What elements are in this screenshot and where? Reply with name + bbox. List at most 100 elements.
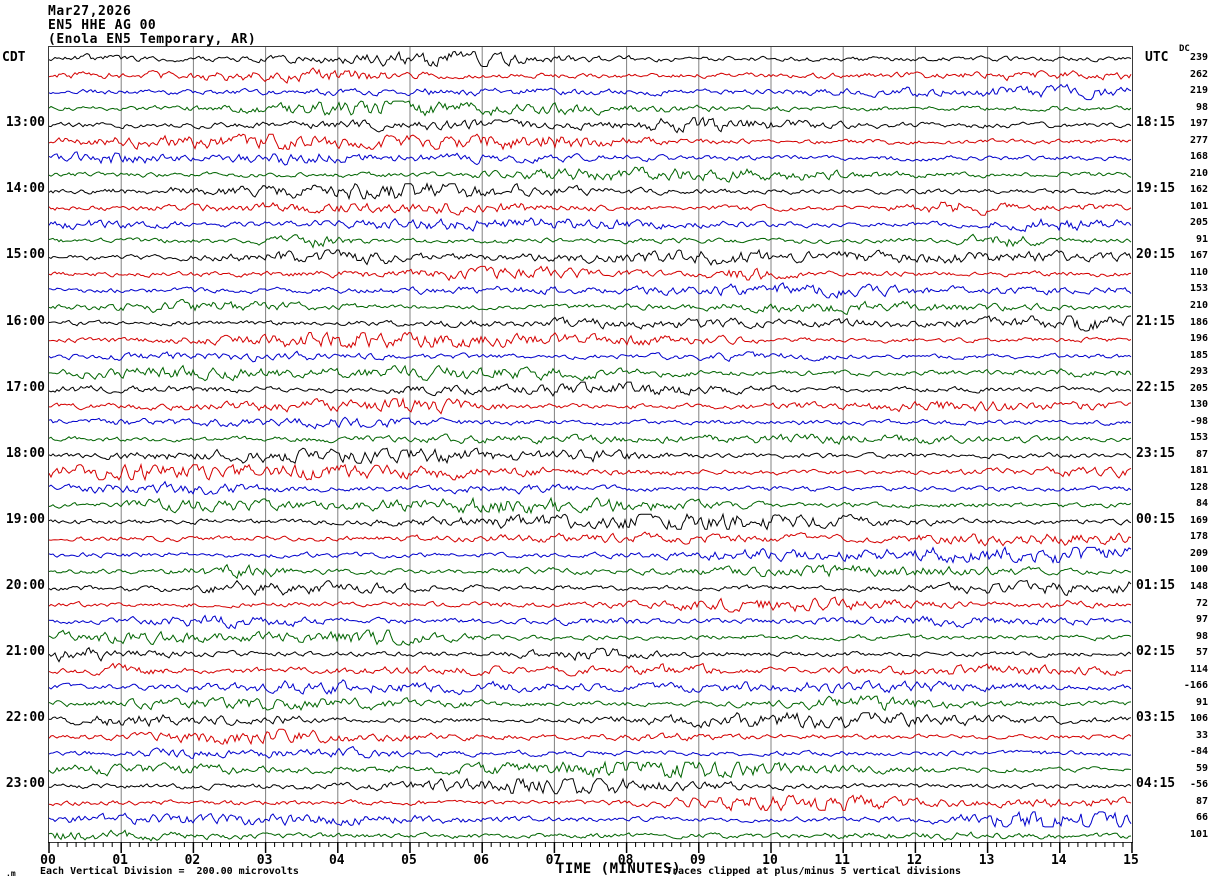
seismogram-trace-row	[49, 679, 1132, 696]
dc-value: 293	[1189, 366, 1208, 378]
x-tick-label: 12	[906, 853, 923, 868]
dc-value: 186	[1189, 316, 1208, 328]
utc-time-label: 20:15	[1136, 247, 1176, 263]
dc-value: 169	[1189, 514, 1208, 526]
dc-value: 100	[1189, 564, 1208, 576]
dc-value: 277	[1189, 134, 1208, 146]
seismogram-trace-row	[49, 116, 1132, 134]
x-tick-label: 05	[401, 853, 417, 868]
dc-value: 59	[1195, 762, 1208, 774]
dc-value: 219	[1189, 85, 1208, 97]
x-tick-label: 03	[256, 853, 273, 868]
seismogram-trace-row	[49, 829, 1132, 842]
seismogram-trace-row	[49, 50, 1132, 68]
dc-value: 66	[1195, 812, 1208, 824]
seismogram-trace-row	[49, 646, 1132, 663]
dc-value: 87	[1195, 795, 1208, 807]
dc-value: 185	[1189, 349, 1208, 361]
seismogram-trace-row	[49, 563, 1132, 580]
scale-note: Each Vertical Division = 200.00 microvol…	[40, 866, 299, 877]
dc-value: 97	[1195, 614, 1208, 625]
dc-value: 153	[1189, 283, 1208, 295]
dc-value: -84	[1189, 746, 1208, 758]
cdt-time-label: 18:00	[5, 445, 45, 461]
plot-area	[48, 46, 1133, 843]
seismogram-trace-row	[49, 711, 1132, 729]
cdt-time-label: 13:00	[5, 115, 45, 131]
cdt-time-label: 14:00	[5, 181, 45, 197]
dc-value: 130	[1189, 399, 1208, 411]
x-tick-label: 02	[184, 853, 201, 868]
seismogram-trace-row	[49, 695, 1132, 712]
utc-time-label: 19:15	[1136, 181, 1176, 197]
dc-value: 33	[1195, 729, 1208, 741]
x-tick-label: 11	[834, 853, 851, 868]
dc-value: 181	[1189, 465, 1208, 477]
x-tick-label: 10	[762, 853, 778, 868]
seismogram-trace-row	[49, 745, 1132, 759]
dc-value: 91	[1195, 233, 1208, 245]
seismogram-trace-row	[49, 629, 1132, 646]
seismogram-trace-row	[49, 794, 1132, 812]
dc-value: -166	[1183, 680, 1208, 692]
dc-value: 101	[1189, 200, 1208, 212]
seismogram-trace-row	[49, 83, 1132, 101]
dc-value: 84	[1195, 498, 1208, 510]
utc-time-label: 00:15	[1136, 511, 1176, 527]
dc-value: 210	[1189, 167, 1208, 179]
utc-time-label: 04:15	[1136, 776, 1176, 792]
dc-value: 128	[1189, 481, 1208, 493]
x-tick-label: 04	[328, 853, 345, 868]
x-tick-label: 00	[40, 853, 56, 868]
title-station: EN5 HHE AG 00	[48, 18, 157, 33]
seismogram-trace-row	[49, 331, 1132, 349]
seismogram-trace-row	[49, 166, 1132, 183]
seismogram-trace-row	[49, 217, 1132, 233]
clip-note: Traces clipped at plus/minus 5 vertical …	[666, 866, 962, 877]
dc-value: 91	[1195, 696, 1208, 708]
seismogram-trace-row	[49, 596, 1132, 613]
utc-time-label: 22:15	[1136, 379, 1176, 395]
seismogram-trace-row	[49, 662, 1132, 677]
seismogram-trace-row	[49, 531, 1132, 547]
seismogram-trace-row	[49, 728, 1132, 746]
dc-header: DC	[1179, 44, 1190, 54]
seismogram-trace-row	[49, 100, 1132, 117]
dc-value: 153	[1189, 432, 1208, 444]
seismogram-trace-row	[49, 282, 1132, 299]
dc-value: 210	[1189, 300, 1208, 311]
cdt-time-label: 22:00	[5, 710, 45, 726]
cdt-header: CDT	[2, 50, 26, 65]
cdt-time-label: 19:00	[5, 511, 45, 527]
x-tick-label: 01	[112, 853, 129, 868]
title-date: Mar27,2026	[48, 4, 132, 19]
utc-time-label: 23:15	[1136, 445, 1176, 461]
dc-value: 106	[1189, 713, 1208, 725]
cdt-time-label: 15:00	[5, 247, 45, 263]
seismogram-trace-row	[49, 265, 1132, 282]
seismogram-trace-row	[49, 810, 1132, 828]
seismogram-trace-row	[49, 151, 1132, 166]
dc-value: 87	[1195, 448, 1208, 460]
dc-value: 101	[1189, 828, 1208, 840]
dc-value: 209	[1189, 547, 1208, 559]
cdt-time-label: 17:00	[5, 379, 45, 395]
x-tick-label: 15	[1123, 853, 1139, 868]
seismogram-trace-row	[49, 447, 1132, 465]
x-tick-label: 09	[689, 853, 706, 868]
seismogram-trace-row	[49, 182, 1132, 201]
seismogram-traces	[49, 47, 1132, 842]
dc-value: 178	[1189, 531, 1208, 543]
seismogram-trace-row	[49, 546, 1132, 564]
seismogram-trace-row	[49, 496, 1132, 515]
dc-value: 197	[1189, 118, 1208, 130]
dc-value: 114	[1189, 663, 1208, 675]
x-tick-label: 08	[617, 853, 634, 868]
dc-value: 98	[1195, 630, 1208, 642]
seismogram-trace-row	[49, 480, 1132, 496]
dc-value: 262	[1189, 68, 1208, 80]
utc-time-label: 01:15	[1136, 578, 1176, 593]
x-axis-ticks	[48, 842, 1133, 853]
utc-time-label: 18:15	[1136, 115, 1176, 131]
